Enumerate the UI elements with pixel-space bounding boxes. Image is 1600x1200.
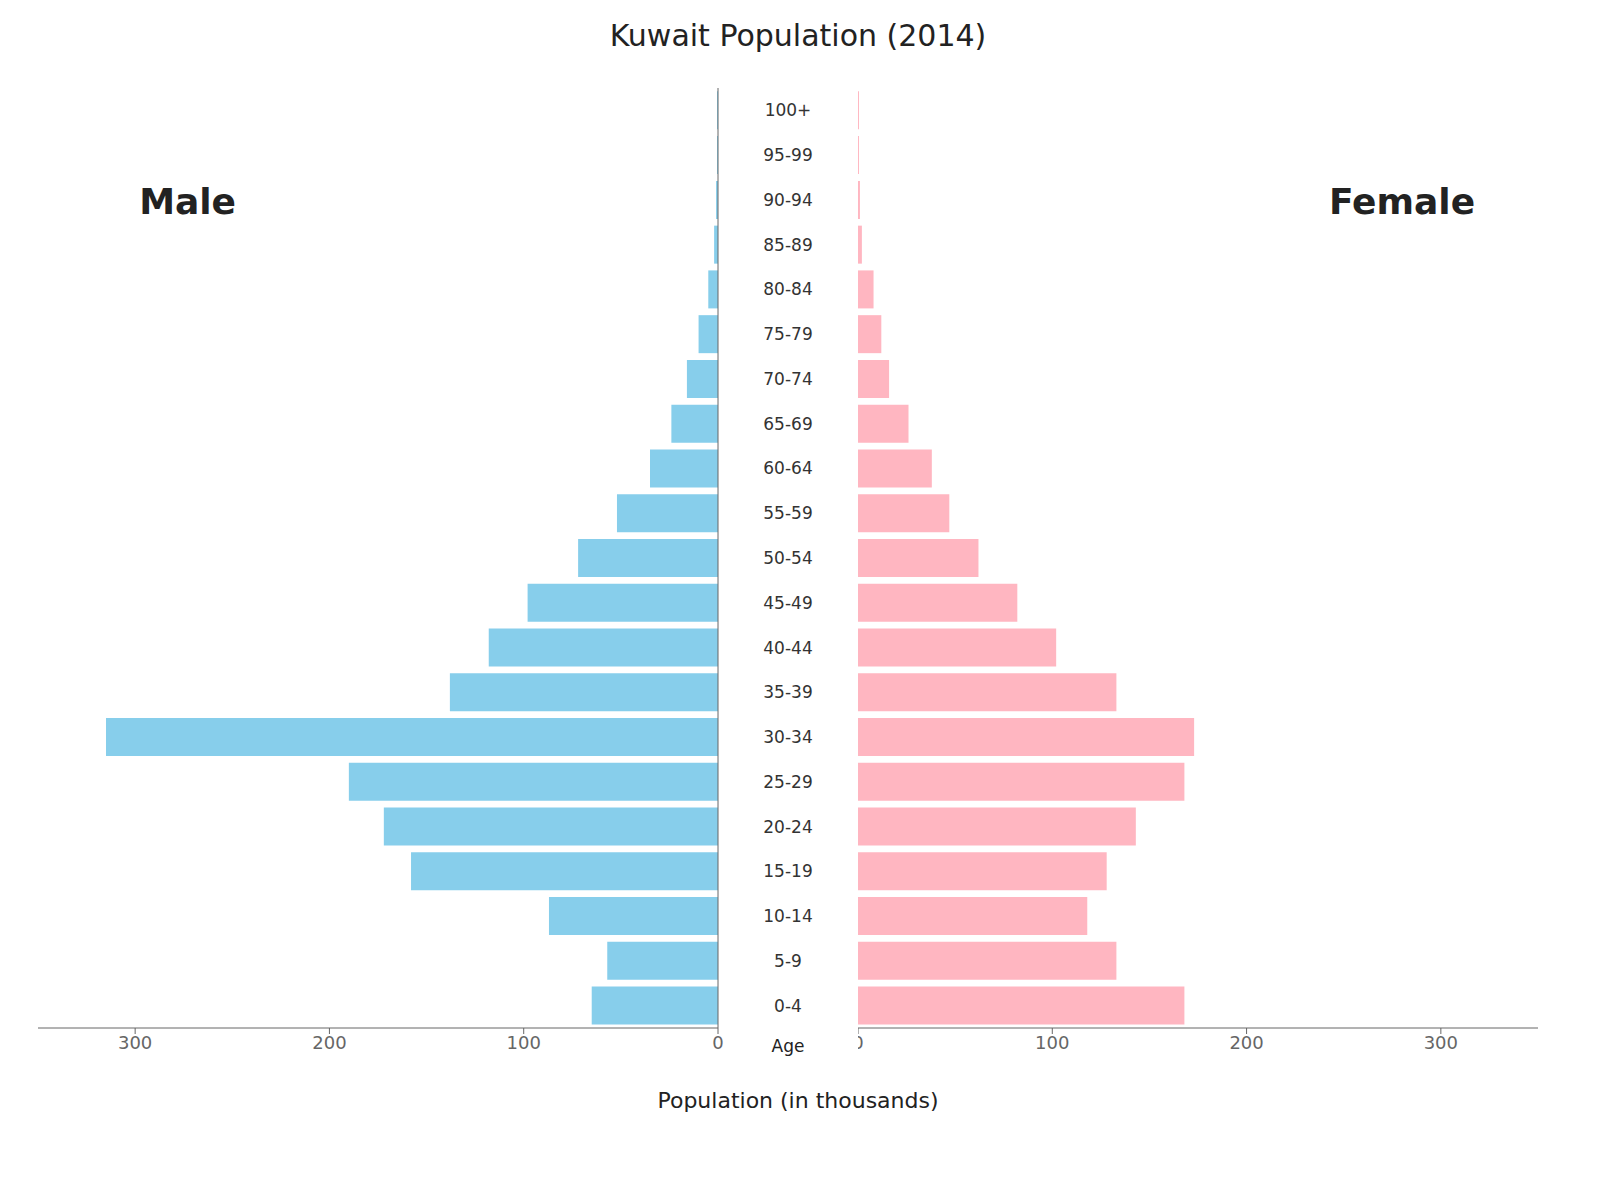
svg-text:60-64: 60-64 [763, 458, 812, 478]
svg-text:200: 200 [1229, 1032, 1263, 1053]
svg-text:45-49: 45-49 [763, 593, 812, 613]
svg-text:30-34: 30-34 [763, 727, 812, 747]
svg-text:80-84: 80-84 [763, 279, 812, 299]
svg-text:10-14: 10-14 [763, 906, 812, 926]
svg-text:15-19: 15-19 [763, 861, 812, 881]
svg-text:70-74: 70-74 [763, 369, 812, 389]
svg-text:100: 100 [1035, 1032, 1069, 1053]
svg-text:85-89: 85-89 [763, 235, 812, 255]
svg-text:55-59: 55-59 [763, 503, 812, 523]
svg-text:95-99: 95-99 [763, 145, 812, 165]
svg-text:100: 100 [507, 1032, 541, 1053]
svg-text:5-9: 5-9 [774, 951, 802, 971]
svg-text:300: 300 [1424, 1032, 1458, 1053]
svg-text:0: 0 [712, 1032, 723, 1053]
svg-text:0-4: 0-4 [774, 996, 802, 1016]
svg-text:25-29: 25-29 [763, 772, 812, 792]
svg-text:35-39: 35-39 [763, 682, 812, 702]
svg-text:90-94: 90-94 [763, 190, 812, 210]
svg-text:20-24: 20-24 [763, 817, 812, 837]
html-text:Male: Male [139, 180, 236, 222]
svg-text:40-44: 40-44 [763, 638, 812, 658]
svg-text:65-69: 65-69 [763, 414, 812, 434]
html-text:Age: Age [771, 1036, 805, 1056]
svg-text:300: 300 [118, 1032, 152, 1053]
svg-text:0: 0 [858, 1032, 864, 1053]
svg-text:75-79: 75-79 [763, 324, 812, 344]
svg-text:50-54: 50-54 [763, 548, 812, 568]
html-text:Female: Female [1328, 180, 1476, 222]
svg-text:100+: 100+ [765, 100, 812, 120]
html-text:Population (in thousands): Population (in thousands) [657, 1088, 939, 1113]
html-text:Kuwait Population (2014): Kuwait Population (2014) [609, 18, 987, 53]
svg-text:200: 200 [312, 1032, 346, 1053]
